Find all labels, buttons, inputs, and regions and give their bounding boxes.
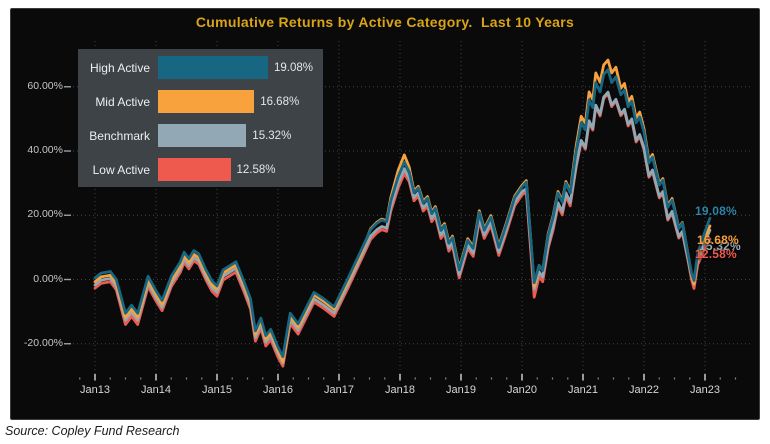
legend-item-mid-active: Mid Active 16.68% [78,90,323,113]
legend-value: 16.68% [260,95,300,108]
chart-panel: Cumulative Returns by Active Category. L… [10,8,760,420]
legend-item-low-active: Low Active 12.58% [78,158,323,181]
legend-label: Benchmark [89,128,150,143]
x-tick-label: Jan19 [446,384,476,396]
legend-label: Mid Active [95,94,150,109]
legend-item-high-active: High Active 19.08% [78,56,323,79]
x-tick-label: Jan18 [385,384,415,396]
legend-bar [158,56,268,79]
source-note: Source: Copley Fund Research [5,424,180,438]
x-tick-label: Jan17 [324,384,354,396]
y-tick-label: 0.00% [33,272,63,285]
chart-title: Cumulative Returns by Active Category. L… [195,14,575,30]
x-tick-label: Jan14 [141,384,171,396]
end-label-benchmark: 15.32% [699,239,741,253]
series-line-high-active [93,68,712,359]
legend: High Active 19.08% Mid Active 16.68% Benchma… [78,49,323,187]
legend-label: High Active [89,60,150,75]
legend-value: 15.32% [252,129,292,142]
y-tick-label: 20.00% [27,208,63,221]
legend-bar [158,124,247,147]
legend-label: Low Active [92,162,150,177]
x-tick-label: Jan23 [690,384,720,396]
x-tick-label: Jan13 [80,384,110,396]
end-label-mid-active: 16.68% [697,233,739,247]
x-tick-label: Jan15 [202,384,232,396]
plot-area [64,41,753,381]
end-label-low-active: 12.58% [695,247,737,261]
y-tick-label: -20.00% [23,336,63,349]
x-tick-label: Jan20 [507,384,537,396]
legend-item-benchmark: Benchmark 15.32% [78,124,323,147]
legend-bar [158,158,231,181]
x-tick-label: Jan16 [263,384,293,396]
legend-value: 12.58% [236,163,276,176]
x-tick-label: Jan22 [629,384,659,396]
legend-value: 19.08% [274,61,314,74]
y-tick-label: 40.00% [27,144,63,156]
x-tick-label: Jan21 [568,384,598,396]
y-tick-label: 60.00% [27,79,63,92]
legend-bar [158,90,255,113]
end-label-high-active: 19.08% [695,204,737,218]
